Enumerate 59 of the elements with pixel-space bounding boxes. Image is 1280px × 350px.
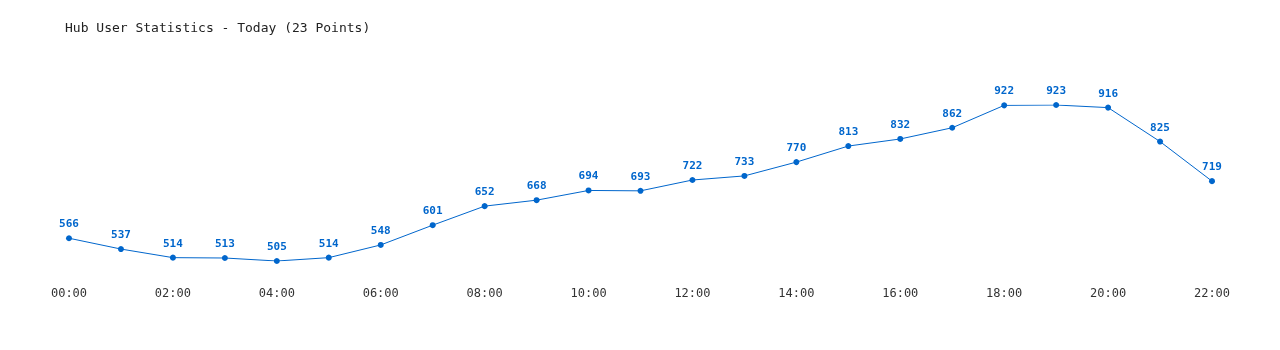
point xyxy=(481,203,488,210)
data-label: 514 xyxy=(318,236,340,250)
point xyxy=(793,159,800,166)
data-label: 923 xyxy=(1046,84,1067,97)
data-label: 813 xyxy=(838,125,859,139)
x-tick-label: 10:00 xyxy=(570,286,607,300)
x-tick-label: 06:00 xyxy=(362,286,399,300)
point xyxy=(117,246,124,253)
point xyxy=(325,254,332,261)
data-label: 832 xyxy=(890,117,911,131)
point xyxy=(897,135,904,142)
point xyxy=(689,177,696,184)
point xyxy=(377,241,384,248)
point xyxy=(637,187,644,194)
data-label: 722 xyxy=(682,159,703,173)
data-label: 652 xyxy=(474,185,495,199)
data-label: 862 xyxy=(942,106,963,120)
point xyxy=(1053,102,1060,108)
point xyxy=(429,222,436,229)
chart-title: Hub User Statistics - Today (23 Points) xyxy=(65,20,371,35)
data-label: 505 xyxy=(266,240,287,253)
point xyxy=(1209,178,1215,185)
data-label: 693 xyxy=(630,169,651,183)
point xyxy=(169,254,176,261)
data-label: 601 xyxy=(422,204,443,218)
point xyxy=(273,258,280,264)
data-label: 733 xyxy=(734,154,755,168)
x-tick-label: 00:00 xyxy=(50,286,88,300)
data-label: 719 xyxy=(1202,160,1222,174)
x-tick-label: 04:00 xyxy=(258,286,295,300)
x-tick-label: 18:00 xyxy=(986,286,1023,300)
point xyxy=(1001,102,1008,109)
data-label: 916 xyxy=(1098,86,1119,100)
point xyxy=(533,197,540,204)
point xyxy=(66,235,72,242)
data-label: 513 xyxy=(214,237,235,251)
data-label: 668 xyxy=(526,179,547,193)
data-label: 548 xyxy=(370,223,391,237)
data-label: 566 xyxy=(59,217,80,231)
data-label: 537 xyxy=(111,228,131,242)
point xyxy=(741,172,748,179)
data-label: 694 xyxy=(578,169,599,183)
data-label: 514 xyxy=(162,236,184,250)
point xyxy=(585,187,592,194)
point xyxy=(845,143,852,150)
data-label: 922 xyxy=(994,84,1015,98)
point xyxy=(949,124,956,131)
x-tick-label: 20:00 xyxy=(1090,286,1127,300)
data-label: 770 xyxy=(786,141,807,155)
point xyxy=(221,255,228,262)
x-tick-label: 08:00 xyxy=(466,286,503,300)
x-tick-label: 22:00 xyxy=(1193,286,1231,300)
point xyxy=(1157,138,1164,145)
x-tick-label: 12:00 xyxy=(674,286,711,300)
data-label: 825 xyxy=(1150,120,1170,134)
point xyxy=(1105,104,1112,111)
x-tick-label: 02:00 xyxy=(154,286,191,300)
x-tick-label: 16:00 xyxy=(882,286,919,300)
x-tick-label: 14:00 xyxy=(778,286,815,300)
